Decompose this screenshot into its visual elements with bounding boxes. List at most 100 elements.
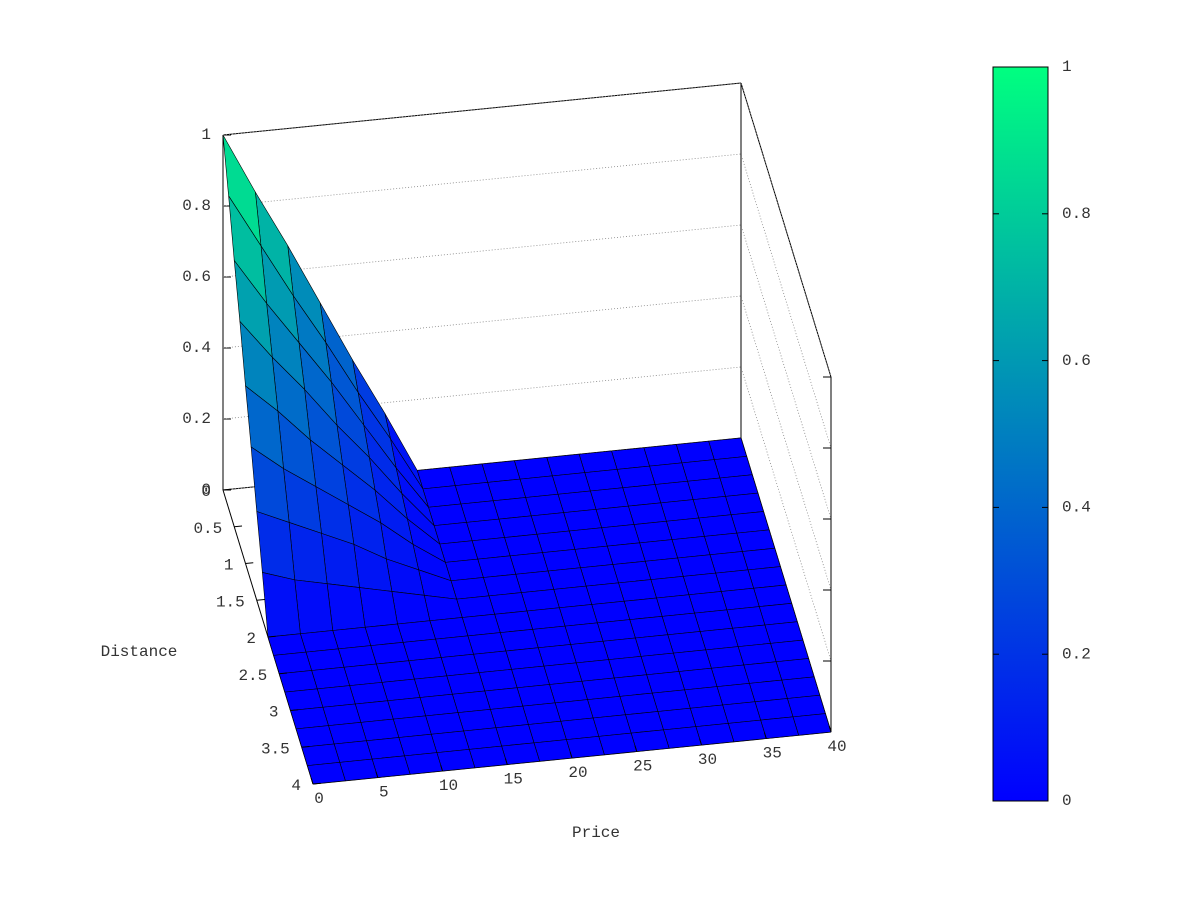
surface-cell [722, 701, 762, 724]
surface-cell [612, 560, 652, 584]
surface-cell [760, 716, 800, 739]
surface-cell [359, 587, 398, 628]
surface-cell [727, 719, 767, 743]
surface-cell [625, 711, 664, 734]
surface-cell [543, 662, 583, 685]
surface-cell [633, 520, 673, 544]
surface-cell [732, 624, 771, 647]
surface-cell [422, 485, 462, 508]
surface-cell [585, 582, 625, 605]
tick-mark [699, 738, 702, 746]
y-tick-label: 2 [246, 630, 256, 648]
surface-cell [522, 702, 562, 725]
surface-cell [440, 653, 480, 677]
surface-cell [563, 509, 603, 532]
surface-cell [651, 689, 691, 712]
surface-cell [419, 693, 459, 717]
surface-cell [671, 536, 711, 559]
surface-cell [792, 713, 832, 736]
surface-cell [425, 712, 465, 735]
surface-cell [678, 667, 718, 691]
z-tick-label: 1 [201, 126, 211, 144]
surface-cell [392, 715, 432, 738]
surface-cell [613, 674, 653, 697]
surface-cell [715, 569, 755, 592]
tick-mark [234, 525, 243, 528]
surface-cell [273, 651, 313, 675]
surface-cell [634, 634, 674, 657]
surface-cell [499, 629, 539, 652]
surface-cell [618, 579, 657, 602]
x-tick-label: 35 [763, 745, 782, 763]
surface-cell [439, 540, 479, 563]
surface-cell [457, 709, 497, 732]
surface-cell [560, 717, 600, 740]
surface-cell [305, 648, 345, 671]
surface-cell [546, 453, 586, 477]
x-tick-label: 30 [698, 751, 717, 769]
surface-cell [754, 698, 794, 721]
surface-cell [306, 762, 346, 785]
surface-cell [387, 697, 427, 720]
surface-cell [726, 606, 766, 629]
surface-cell [580, 564, 619, 587]
surface-cell [743, 661, 783, 684]
surface-cell [640, 652, 680, 676]
surface-cell [413, 675, 453, 698]
tick-mark [504, 758, 508, 765]
surface-cell [489, 705, 529, 729]
surface-cell [332, 626, 372, 650]
surface-cell [730, 511, 770, 534]
colorbar-tick-label: 0.8 [1062, 205, 1091, 223]
surface-cell [554, 699, 594, 722]
x-tick-label: 15 [504, 771, 523, 789]
surface-cell [705, 646, 745, 669]
surface-cell [595, 505, 635, 529]
surface-cell [463, 727, 503, 750]
y-tick-label: 1 [224, 557, 234, 575]
surface-cell [719, 474, 759, 497]
surface-cell [646, 671, 686, 694]
z-tick-label: 0.6 [182, 268, 211, 286]
surface-cell [267, 633, 307, 656]
colorbar-tick-label: 1 [1062, 58, 1072, 76]
surface-cell [764, 621, 804, 644]
surface-cell [328, 722, 367, 745]
x-tick-label: 20 [568, 764, 587, 782]
tick-mark [312, 782, 321, 785]
axis-line [222, 82, 742, 136]
tick-mark [634, 745, 638, 752]
surface-cell [716, 683, 756, 706]
surface-cell [435, 635, 474, 658]
surface-cell [525, 493, 565, 517]
surface-cell [709, 551, 749, 574]
surface-cell [460, 500, 500, 523]
tick-mark [440, 764, 443, 772]
x-tick-label: 5 [379, 784, 389, 802]
surface-cell [644, 557, 684, 580]
y-tick-label: 1.5 [216, 593, 245, 611]
surface-cell [649, 462, 688, 485]
surface-cell [492, 497, 532, 520]
surface-cell [542, 549, 581, 572]
surface-cell [397, 620, 436, 643]
tick-mark [301, 745, 310, 748]
axis-line [740, 82, 832, 378]
surface-cell [748, 679, 788, 703]
surface-cell [466, 518, 505, 542]
colorbar [992, 66, 1049, 802]
surface-cell [446, 672, 486, 695]
x-tick-label: 40 [827, 738, 846, 756]
surface-cell [663, 726, 702, 749]
surface-cell [741, 547, 781, 571]
colorbar-tick-label: 0 [1062, 792, 1072, 810]
surface-cell [737, 643, 777, 666]
colorbar-tick-label: 0.6 [1062, 352, 1091, 370]
z-tick-label: 0 [201, 481, 211, 499]
surface-cell [601, 524, 641, 547]
surface-cell [629, 616, 669, 639]
surface-cell [578, 450, 618, 473]
x-axis-label: Price [572, 824, 620, 842]
surface-cell [482, 573, 522, 597]
surface-cell [360, 718, 400, 742]
